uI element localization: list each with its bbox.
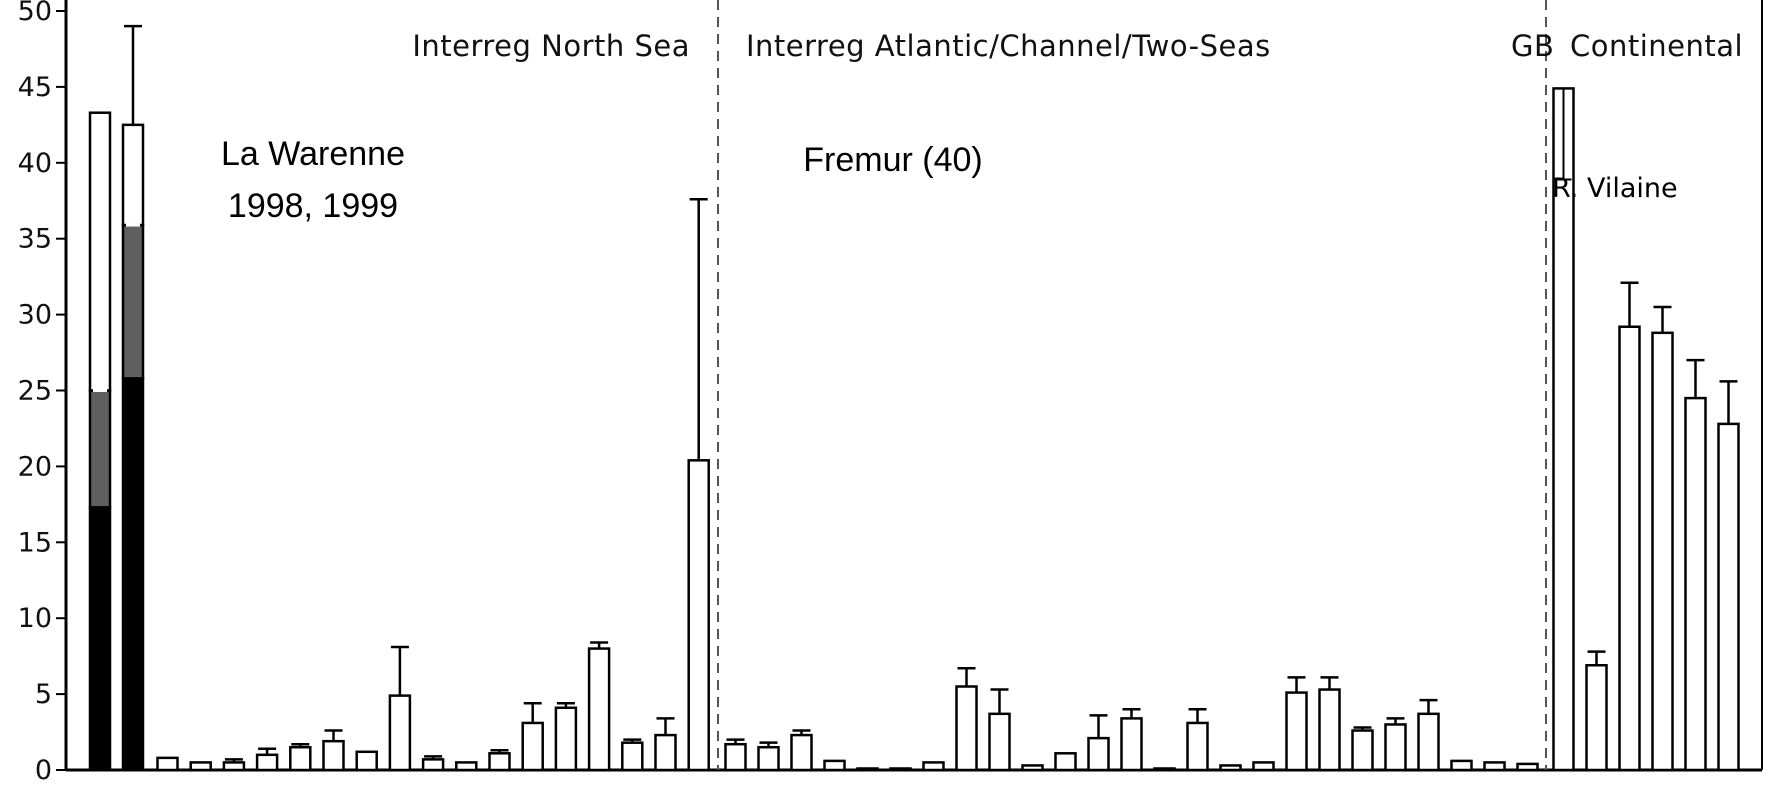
bar-14: [621, 741, 644, 772]
annotation-la-warenne: La Warenne: [221, 135, 405, 173]
bar-12: [554, 706, 578, 772]
bar-18: [757, 745, 780, 772]
annotation-vilaine: R. Vilaine: [1552, 173, 1678, 204]
region-label-continental: Continental: [1570, 29, 1743, 63]
bar-39: [1450, 759, 1473, 772]
y-tick-label-25: 25: [18, 376, 52, 407]
bar-15: [654, 733, 677, 772]
bar-43: [1585, 664, 1608, 772]
error-bars-group: [124, 24, 1738, 763]
bar-41: [1516, 762, 1539, 772]
region-label-gb: GB: [1511, 29, 1554, 63]
stacked-bar-1-segment-0: [121, 377, 145, 772]
bars-group: [88, 87, 1740, 772]
bar-47: [1717, 422, 1740, 772]
bar-37: [1384, 723, 1407, 772]
annotation-fremur: Fremur (40): [803, 141, 982, 179]
y-tick-label-5: 5: [35, 679, 52, 710]
bar-40: [1483, 761, 1506, 772]
bar-4: [289, 745, 312, 772]
region-dividers: [717, 0, 1547, 770]
bar-2: [222, 761, 246, 772]
bar-0: [156, 756, 179, 772]
bar-35: [1318, 688, 1341, 772]
stacked-bar-0-segment-0: [88, 506, 112, 772]
bar-17: [724, 742, 747, 772]
y-tick-label-0: 0: [35, 755, 52, 786]
annotation-years: 1998, 1999: [228, 187, 398, 225]
bar-7: [388, 694, 412, 772]
plot-frame: [64, 0, 1763, 772]
bar-6: [355, 750, 378, 772]
bar-13: [587, 647, 611, 772]
y-axis: 0 5 10 15 20 25 30 35 40 45 50: [18, 0, 66, 786]
bar-1: [189, 761, 212, 772]
bar-28: [1087, 736, 1110, 772]
bar-46: [1684, 396, 1707, 772]
bar-16: [687, 459, 710, 772]
bar-24: [955, 685, 978, 772]
bar-19: [790, 733, 813, 772]
bar-30: [1153, 767, 1176, 772]
bar-36: [1351, 729, 1374, 772]
bar-45: [1651, 331, 1674, 772]
y-tick-label-50: 50: [18, 0, 52, 27]
y-tick-label-10: 10: [18, 603, 52, 634]
bar-21: [856, 767, 879, 772]
stacked-bar-0-segment-1: [88, 389, 112, 509]
region-label-atlantic: Interreg Atlantic/Channel/Two-Seas: [746, 29, 1271, 63]
bar-34: [1285, 691, 1308, 772]
bar-29: [1120, 717, 1143, 772]
bar-38: [1417, 712, 1440, 772]
stacked-bar-1-segment-1: [121, 223, 145, 380]
bar-44: [1618, 325, 1641, 772]
region-label-north-sea: Interreg North Sea: [412, 29, 690, 63]
bar-22: [889, 767, 912, 772]
bar-23: [922, 761, 945, 772]
y-tick-label-15: 15: [18, 527, 52, 558]
y-tick-label-35: 35: [18, 224, 52, 255]
bar-10: [488, 752, 511, 772]
bar-25: [988, 712, 1011, 772]
y-tick-label-40: 40: [18, 148, 52, 179]
y-tick-label-45: 45: [18, 72, 52, 103]
bar-31: [1186, 721, 1209, 772]
bar-20: [823, 759, 846, 772]
bar-5: [322, 739, 345, 772]
bar-9: [455, 761, 478, 772]
bar-26: [1021, 764, 1044, 772]
bar-32: [1219, 764, 1242, 772]
bar-11: [521, 721, 544, 772]
bar-27: [1054, 752, 1077, 772]
bar-3: [255, 753, 279, 772]
y-tick-label-30: 30: [18, 300, 52, 331]
y-tick-label-20: 20: [18, 451, 52, 482]
bar-33: [1252, 761, 1275, 772]
bar-8: [421, 758, 445, 772]
